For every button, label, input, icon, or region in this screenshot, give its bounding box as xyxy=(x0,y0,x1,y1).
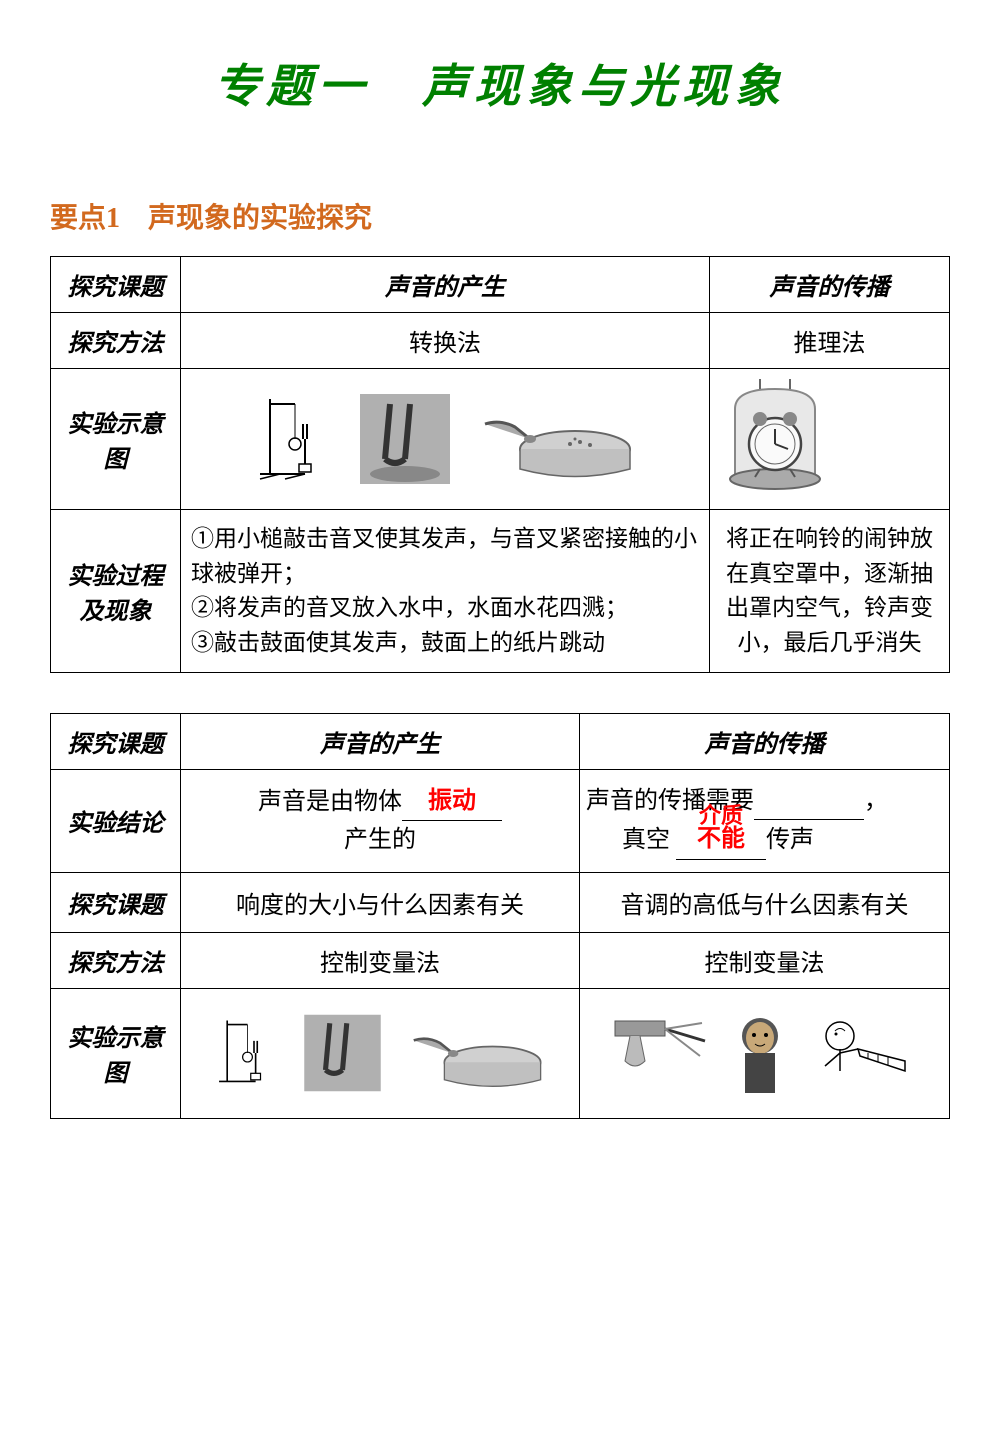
diagram-cell xyxy=(580,988,950,1118)
ruler-flick-icon xyxy=(610,1011,710,1096)
row-label: 实验过程及现象 xyxy=(51,510,181,673)
text: 传声 xyxy=(766,827,814,853)
table-row: 实验示意图 xyxy=(51,369,950,510)
text: 真空 xyxy=(622,827,670,853)
cell: 将正在响铃的闹钟放在真空罩中，逐渐抽出罩内空气，铃声变小，最后几乎消失 xyxy=(710,510,950,673)
cell: 音调的高低与什么因素有关 xyxy=(580,872,950,932)
text: ， xyxy=(864,788,888,814)
fill-answer: 不能 xyxy=(697,826,745,852)
experiment-table-2: 探究课题 声音的产生 声音的传播 实验结论 声音是由物体振动产生的 声音的传播需… xyxy=(50,713,950,1119)
cell: 声音的产生 xyxy=(181,257,710,313)
row-label: 探究课题 xyxy=(51,872,181,932)
bell-jar-clock-icon xyxy=(720,379,830,499)
row-label: 探究课题 xyxy=(51,714,181,770)
table-row: 探究课题 声音的产生 声音的传播 xyxy=(51,257,950,313)
cell: 控制变量法 xyxy=(181,932,580,988)
cell: 控制变量法 xyxy=(580,932,950,988)
conclusion-cell: 声音是由物体振动产生的 xyxy=(181,770,580,873)
cell: ①用小槌敲击音叉使其发声，与音叉紧密接触的小球被弹开；②将发声的音叉放入水中，水… xyxy=(181,510,710,673)
table-row: 探究课题 响度的大小与什么因素有关 音调的高低与什么因素有关 xyxy=(51,872,950,932)
row-label: 实验示意图 xyxy=(51,369,181,510)
experiment-table-1: 探究课题 声音的产生 声音的传播 探究方法 转换法 推理法 实验示意图 xyxy=(50,256,950,673)
fork-water-icon xyxy=(355,389,455,489)
row-label: 探究方法 xyxy=(51,313,181,369)
row-label: 探究课题 xyxy=(51,257,181,313)
tuning-fork-stand-icon xyxy=(215,1003,280,1103)
row-label: 实验结论 xyxy=(51,770,181,873)
diagram-cell xyxy=(181,369,710,510)
cell: 转换法 xyxy=(181,313,710,369)
fork-water-icon xyxy=(300,1003,385,1103)
conclusion-cell: 声音的传播需要， 真空 介质不能传声 xyxy=(580,770,950,873)
cell: 声音的产生 xyxy=(181,714,580,770)
table-row: 探究课题 声音的产生 声音的传播 xyxy=(51,714,950,770)
table-row: 实验示意图 xyxy=(51,988,950,1118)
cell: 声音的传播 xyxy=(580,714,950,770)
text: 声音是由物体 xyxy=(258,789,402,815)
table-row: 实验过程及现象 ①用小槌敲击音叉使其发声，与音叉紧密接触的小球被弹开；②将发声的… xyxy=(51,510,950,673)
diagram-cell xyxy=(181,988,580,1118)
person-comb-icon xyxy=(720,1008,800,1098)
diagram-cell xyxy=(710,369,950,510)
cell: 推理法 xyxy=(710,313,950,369)
main-title: 专题一 声现象与光现象 xyxy=(50,50,950,116)
drum-hit-icon xyxy=(405,1016,545,1091)
fill-answer: 振动 xyxy=(428,788,476,814)
table-row: 实验结论 声音是由物体振动产生的 声音的传播需要， 真空 介质不能传声 xyxy=(51,770,950,873)
cell: 声音的传播 xyxy=(710,257,950,313)
tuning-fork-stand-icon xyxy=(255,389,335,489)
drum-hit-icon xyxy=(475,399,635,479)
subheading: 要点1 声现象的实验探究 xyxy=(50,196,950,236)
row-label: 实验示意图 xyxy=(51,988,181,1118)
table-row: 探究方法 转换法 推理法 xyxy=(51,313,950,369)
blow-instrument-icon xyxy=(810,1011,920,1096)
text: 产生的 xyxy=(344,827,416,853)
row-label: 探究方法 xyxy=(51,932,181,988)
cell: 响度的大小与什么因素有关 xyxy=(181,872,580,932)
table-row: 探究方法 控制变量法 控制变量法 xyxy=(51,932,950,988)
